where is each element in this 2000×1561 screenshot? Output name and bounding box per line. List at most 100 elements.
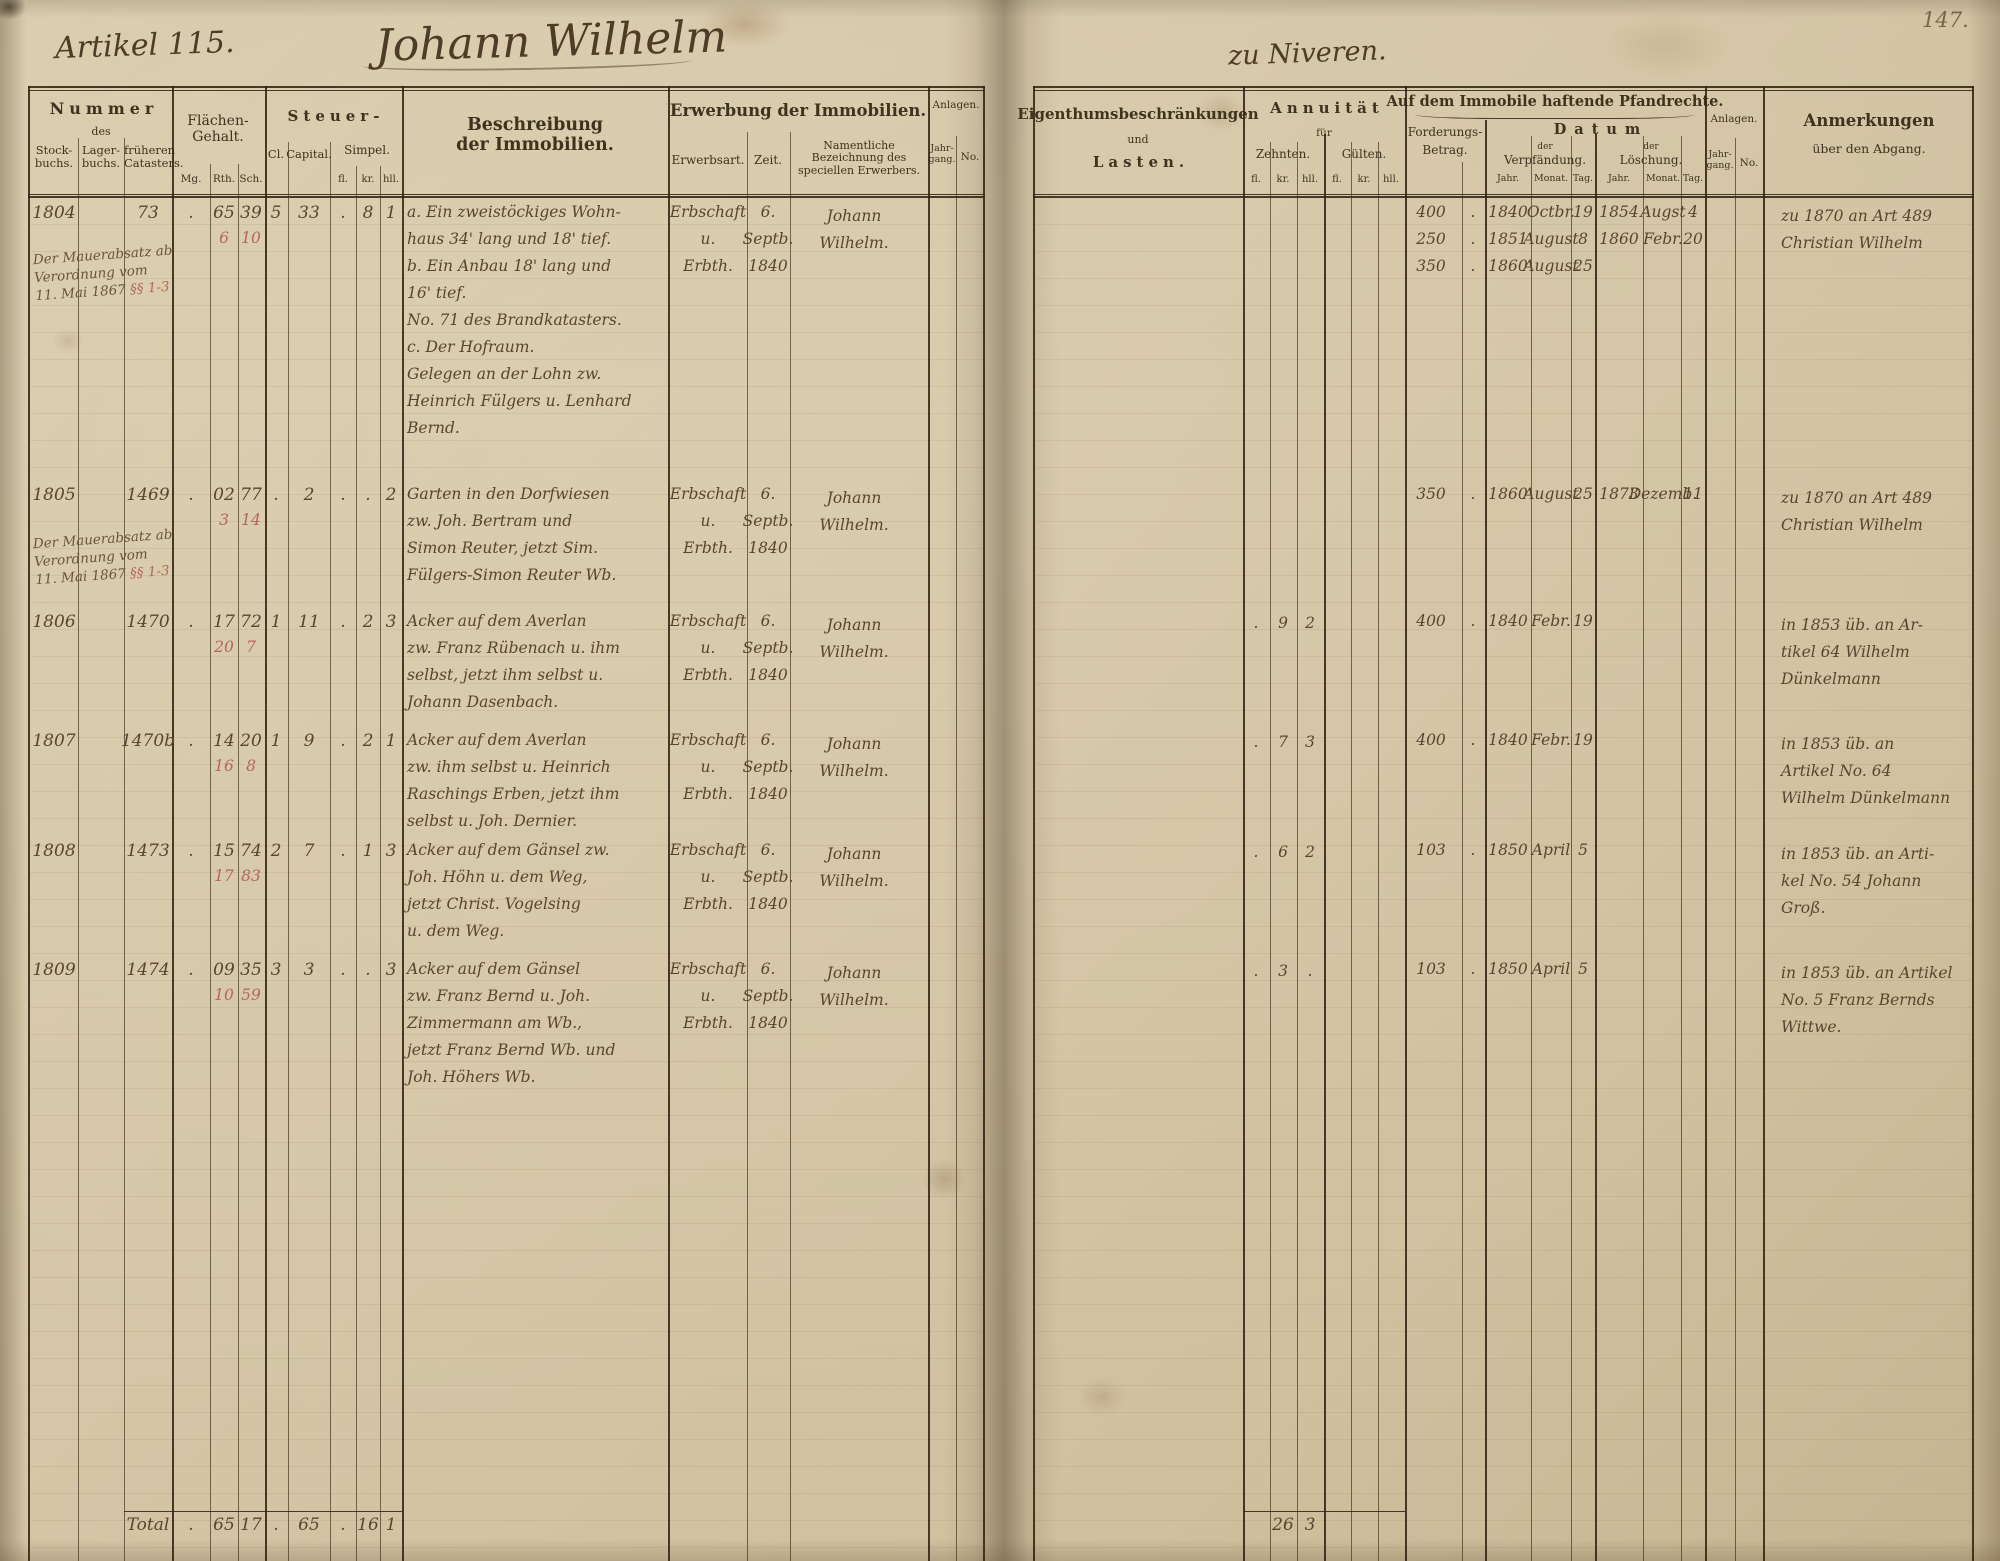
- cell-loeschung-monat: Augst: [1640, 203, 1686, 221]
- cell-verpfaendung-monat: April: [1531, 960, 1571, 978]
- column-rule: [238, 164, 239, 1561]
- cell-classe: 2: [270, 841, 282, 861]
- row-rule: [124, 1511, 402, 1512]
- acquirer-name-line: Wilhelm.: [819, 516, 889, 534]
- cell-forderung-kr: .: [1470, 960, 1476, 978]
- cell-simpel-kr: .: [365, 960, 371, 980]
- remark-line: in 1853 üb. an Arti-: [1781, 845, 1935, 863]
- col-unit-l-monat: Monat.: [1645, 173, 1681, 184]
- cell-ruthen-revised: 6: [219, 229, 229, 247]
- cell-ruthen-revised: 17: [214, 867, 234, 885]
- cell-verpfaendung-jahr: 1850: [1488, 960, 1528, 978]
- column-rule: [1270, 142, 1271, 1561]
- col-header-cl: Cl.: [267, 147, 285, 161]
- cell-ruthen: 15: [213, 841, 235, 861]
- cell-ruthen: 65: [213, 203, 235, 223]
- acquisition-type-line: Erbschaft: [669, 841, 747, 859]
- remark-line: Groß.: [1781, 899, 1826, 917]
- acquisition-date-line: Septb.: [742, 987, 794, 1005]
- cell-morgen: .: [188, 841, 194, 861]
- description-line: Fülgers-Simon Reuter Wb.: [407, 566, 617, 584]
- place-heading: zu Niveren.: [1227, 35, 1388, 72]
- remark-line: in 1853 üb. an: [1781, 735, 1895, 753]
- cell-simpel-fl: .: [340, 203, 346, 223]
- acquisition-date-line: 1840: [748, 785, 788, 803]
- col-header-no: No.: [960, 151, 980, 163]
- cell-simpel-hll: 3: [385, 841, 397, 861]
- acquisition-type-line: u.: [700, 639, 716, 657]
- description-line: Zimmermann am Wb.,: [407, 1014, 583, 1032]
- cell-schuh: 77: [240, 485, 262, 505]
- description-line: zw. ihm selbst u. Heinrich: [407, 758, 611, 776]
- cell-zehnten-fl: .: [1253, 962, 1259, 980]
- cell-schuh: 72: [240, 612, 262, 632]
- column-rule: [1485, 120, 1487, 1561]
- acquisition-date-line: 6.: [760, 960, 776, 978]
- col-header-zeit: Zeit.: [754, 153, 782, 167]
- col-header-capital: Capital.: [286, 147, 332, 161]
- col-unit-kr: kr.: [361, 174, 375, 185]
- acquisition-date-line: 6.: [760, 612, 776, 630]
- cell-zehnten-fl: .: [1253, 843, 1259, 861]
- cell-simpel-fl: .: [340, 731, 346, 751]
- cell-zehnten-hll: 2: [1305, 843, 1315, 861]
- description-line: selbst u. Joh. Dernier.: [407, 812, 578, 830]
- cell-stockbuch-number: 1804: [32, 203, 76, 223]
- description-line: Heinrich Fülgers u. Lenhard: [407, 392, 632, 410]
- column-rule: [78, 138, 79, 1561]
- cell-verpfaendung-tag: 19: [1573, 612, 1593, 630]
- col-unit-l-tag: Tag.: [1682, 173, 1704, 184]
- description-line: Acker auf dem Gänsel: [407, 960, 581, 978]
- cell-loeschung-jahr: 1860: [1599, 230, 1639, 248]
- column-rule: [747, 132, 748, 1561]
- cell-forderung-fl: 400: [1416, 203, 1446, 221]
- col-header-lasten-2: und: [1127, 133, 1149, 146]
- cell-ruthen-revised: 10: [214, 986, 234, 1004]
- col-header-no: No.: [1739, 157, 1759, 169]
- cell-forderung-kr: .: [1470, 485, 1476, 503]
- cell-stockbuch-number: 1808: [32, 841, 76, 861]
- cell-schuh-revised: 14: [241, 511, 261, 529]
- cell-cataster-number: 1474: [126, 960, 170, 980]
- column-rule: [172, 86, 174, 1561]
- cell-classe: 1: [270, 612, 282, 632]
- column-rule: [956, 136, 957, 1561]
- cell-loeschung-jahr: 1854: [1599, 203, 1639, 221]
- column-rule: [28, 86, 30, 1561]
- total-schuh: 17: [240, 1515, 262, 1535]
- cell-cataster-number: 1469: [126, 485, 170, 505]
- row-rule: [28, 194, 985, 195]
- cell-zehnten-kr: 7: [1278, 733, 1288, 751]
- column-rule: [124, 138, 125, 1561]
- cell-classe: 5: [270, 203, 282, 223]
- col-header-anlagen: Anlagen.: [932, 99, 980, 111]
- total-zehnten-kr: 26: [1272, 1515, 1294, 1535]
- cell-simpel-kr: 8: [362, 203, 374, 223]
- description-line: Joh. Höhn u. dem Weg,: [407, 868, 588, 886]
- cell-zehnten-kr: 3: [1278, 962, 1288, 980]
- cell-verpfaendung-jahr: 1840: [1488, 731, 1528, 749]
- row-rule: [1243, 1511, 1405, 1512]
- acquisition-type-line: Erbschaft: [669, 731, 747, 749]
- margin-note: Der Mauerabsatz ab Verordnung vom 11. Ma…: [32, 242, 173, 305]
- cell-verpfaendung-monat: August: [1523, 485, 1579, 503]
- total-simpel-fl: .: [340, 1515, 346, 1535]
- acquisition-type-line: Erbth.: [683, 1014, 733, 1032]
- description-line: Raschings Erben, jetzt ihm: [407, 785, 620, 803]
- cell-morgen: .: [188, 485, 194, 505]
- cell-schuh-revised: 83: [241, 867, 261, 885]
- cell-morgen: .: [188, 960, 194, 980]
- column-rule: [1297, 142, 1298, 1561]
- col-header-betrag: Betrag.: [1422, 143, 1468, 157]
- total-label: Total: [126, 1515, 170, 1535]
- cell-zehnten-kr: 6: [1278, 843, 1288, 861]
- description-line: Joh. Höhers Wb.: [407, 1068, 536, 1086]
- cell-forderung-fl: 400: [1416, 612, 1446, 630]
- left-page: Nummer des Stock- buchs. Lager- buchs. f…: [28, 86, 985, 1561]
- col-unit-hll: hll.: [382, 174, 400, 185]
- cell-ruthen-revised: 3: [219, 511, 229, 529]
- cell-morgen: .: [188, 203, 194, 223]
- col-header-zehnten: Zehnten.: [1255, 147, 1311, 161]
- col-header-beschreibung: Beschreibung der Immobilien.: [456, 115, 614, 155]
- col-header-lasten-3: Lasten.: [1092, 153, 1190, 171]
